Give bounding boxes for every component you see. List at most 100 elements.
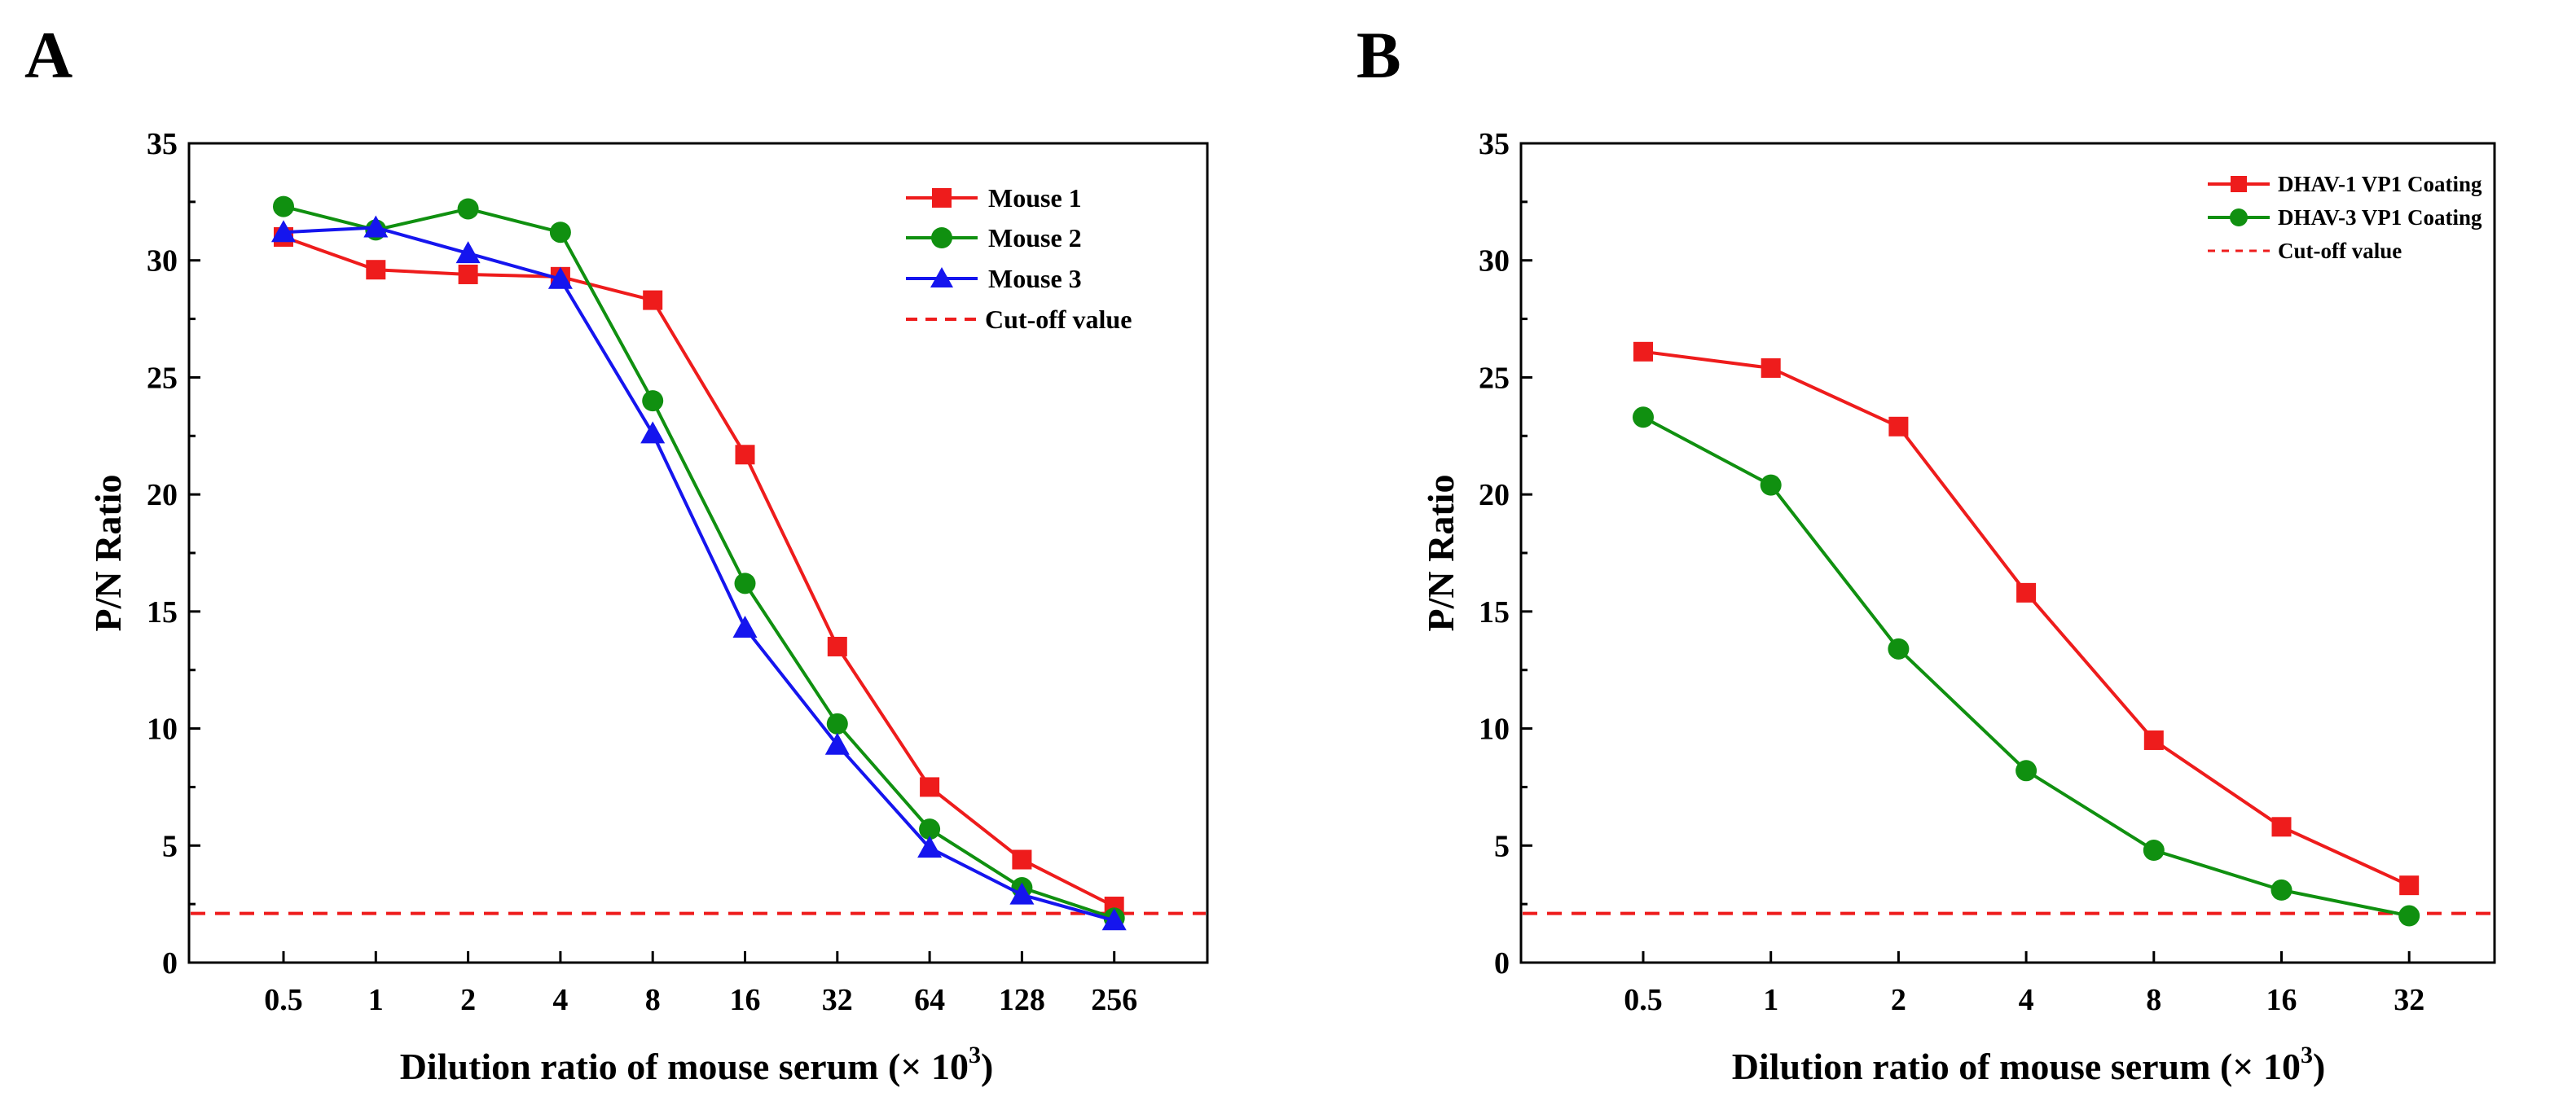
data-point xyxy=(732,615,758,638)
x-tick-label: 8 xyxy=(2146,983,2161,1017)
data-point xyxy=(642,390,664,412)
legend-square-marker xyxy=(2231,176,2247,192)
data-point xyxy=(2398,905,2420,927)
data-point xyxy=(826,713,848,735)
data-point xyxy=(2016,582,2037,603)
x-tick-labels-b: 0.5 1 2 4 8 16 32 xyxy=(1624,983,2424,1017)
series-a xyxy=(271,195,1127,931)
data-point xyxy=(2399,875,2420,896)
data-point xyxy=(2143,840,2165,862)
svg-text:DHAV-1 VP1 Coating: DHAV-1 VP1 Coating xyxy=(2278,172,2482,196)
x-ticks-b xyxy=(1642,951,2411,963)
data-point xyxy=(2143,730,2164,750)
y-ticks-a xyxy=(189,142,200,964)
y-tick-label: 25 xyxy=(1479,361,1510,395)
data-point xyxy=(1888,638,1910,660)
x-tick-label: 1 xyxy=(368,983,384,1017)
data-point xyxy=(734,573,756,594)
y-tick-label: 35 xyxy=(1479,127,1510,161)
series-line-dhav-3-vp1-coating xyxy=(1642,415,2410,918)
data-point xyxy=(920,777,940,797)
y-tick-label: 15 xyxy=(1479,595,1510,630)
y-tick-label: 0 xyxy=(162,946,178,981)
data-point xyxy=(643,290,663,310)
y-tick-label: 30 xyxy=(147,244,178,279)
y-axis-label-b: P/N Ratio xyxy=(1420,475,1462,632)
x-tick-label: 32 xyxy=(2394,983,2424,1017)
legend-item-cutoff-a: Cut-off value xyxy=(906,305,1132,334)
data-point xyxy=(2271,817,2292,837)
x-tick-label: 0.5 xyxy=(264,983,303,1017)
data-point xyxy=(549,222,571,243)
data-point xyxy=(273,195,294,217)
x-tick-label: 2 xyxy=(1891,983,1906,1017)
data-point xyxy=(366,260,386,280)
data-point xyxy=(824,732,850,755)
legend-circle-marker xyxy=(2230,208,2248,226)
x-tick-label: 8 xyxy=(645,983,661,1017)
legend-item-mouse-3: Mouse 3 xyxy=(906,264,1082,293)
legend-item-cutoff-b: Cut-off value xyxy=(2208,239,2402,263)
data-point xyxy=(919,818,941,840)
legend-item-mouse-1: Mouse 1 xyxy=(906,183,1082,213)
legend-b: DHAV-1 VP1 Coating DHAV-3 VP1 Coating Cu… xyxy=(2208,172,2482,263)
panel-a: A 0 5 10 15 20 25 30 35 0.5 1 2 4 8 16 32 64 128 256 P/N… xyxy=(24,18,1209,1087)
series-b xyxy=(1633,341,2420,927)
x-tick-label: 0.5 xyxy=(1624,983,1663,1017)
data-point xyxy=(1633,341,1653,362)
y-tick-label: 5 xyxy=(162,829,178,863)
series-line-mouse-3 xyxy=(283,226,1115,923)
panel-letter-b: B xyxy=(1356,18,1401,92)
data-point xyxy=(1888,416,1909,437)
panel-b: B 0 5 10 15 20 25 30 35 0.5 1 2 4 8 16 32 P/N Ratio D… xyxy=(1356,18,2496,1087)
x-tick-label: 128 xyxy=(999,983,1045,1017)
data-point xyxy=(547,266,573,289)
svg-text:Cut-off value: Cut-off value xyxy=(2278,239,2402,263)
panel-letter-a: A xyxy=(24,18,73,92)
legend-square-marker xyxy=(932,188,952,208)
x-axis-label-a: Dilution ratio of mouse serum (× 103) xyxy=(400,1042,994,1087)
x-tick-label: 4 xyxy=(552,983,568,1017)
svg-text:DHAV-3 VP1 Coating: DHAV-3 VP1 Coating xyxy=(2278,205,2482,230)
data-point xyxy=(271,220,296,243)
y-tick-labels-b: 0 5 10 15 20 25 30 35 xyxy=(1479,127,1510,981)
x-tick-label: 64 xyxy=(914,983,945,1017)
data-point xyxy=(917,836,943,858)
series-line-dhav-1-vp1-coating xyxy=(1642,349,2411,887)
data-point xyxy=(2016,760,2038,782)
plot-frame-b xyxy=(1519,142,2496,964)
data-point xyxy=(1760,474,1782,496)
legend-item-dhav-1: DHAV-1 VP1 Coating xyxy=(2208,172,2482,196)
data-point xyxy=(1009,882,1035,905)
y-tick-label: 5 xyxy=(1494,829,1510,863)
x-tick-label: 32 xyxy=(822,983,853,1017)
y-tick-label: 15 xyxy=(147,595,178,630)
data-point xyxy=(827,636,847,656)
x-tick-label: 16 xyxy=(2266,983,2297,1017)
svg-text:Mouse 2: Mouse 2 xyxy=(988,223,1082,252)
series-line-mouse-1 xyxy=(283,235,1115,908)
y-tick-label: 10 xyxy=(147,713,178,747)
y-axis-label-a: P/N Ratio xyxy=(87,475,129,632)
y-tick-label: 20 xyxy=(147,478,178,512)
data-point xyxy=(363,215,389,238)
data-point xyxy=(1761,358,1781,378)
data-point xyxy=(640,421,666,444)
x-axis-label-b: Dilution ratio of mouse serum (× 103) xyxy=(1732,1042,2326,1087)
y-tick-label: 25 xyxy=(147,361,178,395)
legend-a: Mouse 1 Mouse 2 Mouse 3 Cut-off value xyxy=(906,183,1132,334)
data-point xyxy=(1012,849,1032,870)
y-tick-label: 10 xyxy=(1479,713,1510,747)
x-tick-labels-a: 0.5 1 2 4 8 16 32 64 128 256 xyxy=(264,983,1137,1017)
y-tick-labels-a: 0 5 10 15 20 25 30 35 xyxy=(147,127,178,981)
y-tick-label: 0 xyxy=(1494,946,1510,981)
svg-text:Mouse 1: Mouse 1 xyxy=(988,183,1082,213)
data-point xyxy=(457,198,479,220)
x-tick-label: 2 xyxy=(460,983,476,1017)
data-point xyxy=(1633,406,1654,428)
x-tick-label: 1 xyxy=(1763,983,1778,1017)
legend-item-mouse-2: Mouse 2 xyxy=(906,223,1082,252)
y-ticks-b xyxy=(1521,142,1532,964)
y-tick-label: 35 xyxy=(147,127,178,161)
